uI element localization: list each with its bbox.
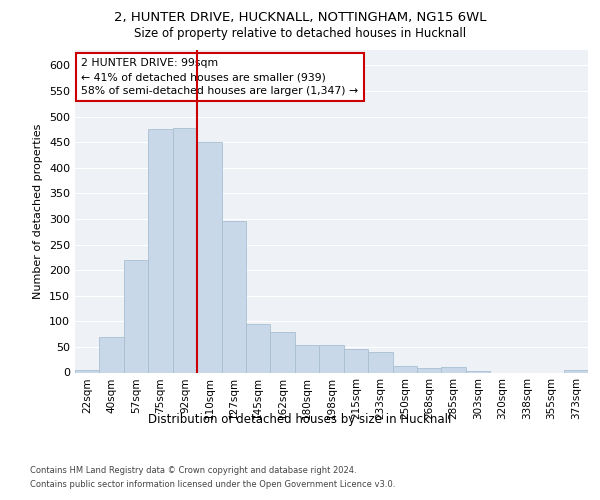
Bar (295, 346, 319, 372)
Text: 2, HUNTER DRIVE, HUCKNALL, NOTTINGHAM, NG15 6WL: 2, HUNTER DRIVE, HUCKNALL, NOTTINGHAM, N… (114, 11, 486, 24)
Bar (100, 336, 124, 372)
Text: Distribution of detached houses by size in Hucknall: Distribution of detached houses by size … (148, 412, 452, 426)
Bar (466, 371, 490, 372)
Bar (319, 346, 344, 372)
Text: Size of property relative to detached houses in Hucknall: Size of property relative to detached ho… (134, 28, 466, 40)
Bar (246, 324, 271, 372)
Bar (392, 366, 417, 372)
Bar (563, 370, 588, 372)
Bar (417, 368, 442, 372)
Text: Contains public sector information licensed under the Open Government Licence v3: Contains public sector information licen… (30, 480, 395, 489)
Bar (75, 370, 100, 372)
Bar (124, 260, 148, 372)
Bar (148, 130, 173, 372)
Bar (221, 222, 246, 372)
Text: Contains HM Land Registry data © Crown copyright and database right 2024.: Contains HM Land Registry data © Crown c… (30, 466, 356, 475)
Text: 2 HUNTER DRIVE: 99sqm
← 41% of detached houses are smaller (939)
58% of semi-det: 2 HUNTER DRIVE: 99sqm ← 41% of detached … (81, 58, 358, 96)
Bar (442, 367, 466, 372)
Y-axis label: Number of detached properties: Number of detached properties (34, 124, 43, 299)
Bar (197, 142, 221, 372)
Bar (271, 332, 295, 372)
Bar (368, 352, 392, 372)
Bar (173, 128, 197, 372)
Bar (344, 350, 368, 372)
